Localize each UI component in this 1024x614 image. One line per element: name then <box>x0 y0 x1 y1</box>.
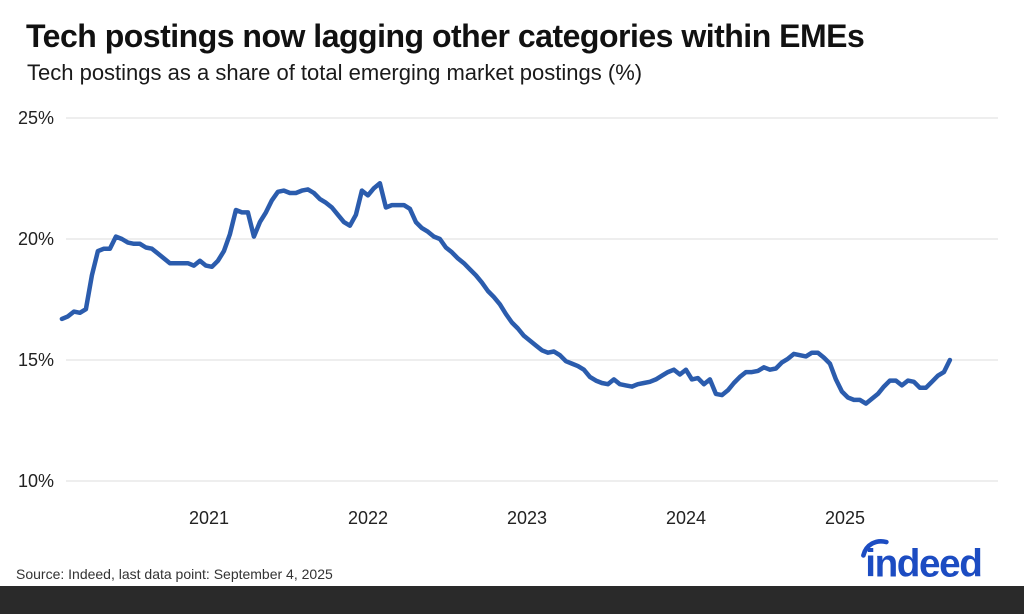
indeed-logo: indeed <box>861 539 983 585</box>
data-line <box>59 181 953 406</box>
x-tick-label: 2025 <box>825 508 865 528</box>
x-tick-label: 2021 <box>189 508 229 528</box>
y-tick-label: 25% <box>18 108 54 128</box>
x-tick-label: 2023 <box>507 508 547 528</box>
source-note: Source: Indeed, last data point: Septemb… <box>16 566 333 582</box>
chart-title: Tech postings now lagging other categori… <box>26 18 865 54</box>
x-tick-label: 2024 <box>666 508 706 528</box>
indeed-logo-arc-icon <box>861 539 889 558</box>
footer-bar <box>0 586 1024 614</box>
y-tick-label: 20% <box>18 229 54 249</box>
y-tick-label: 15% <box>18 350 54 370</box>
chart-subtitle: Tech postings as a share of total emergi… <box>27 60 643 85</box>
y-tick-label: 10% <box>18 471 54 491</box>
indeed-logo-text: indeed <box>865 543 981 585</box>
x-tick-label: 2022 <box>348 508 388 528</box>
